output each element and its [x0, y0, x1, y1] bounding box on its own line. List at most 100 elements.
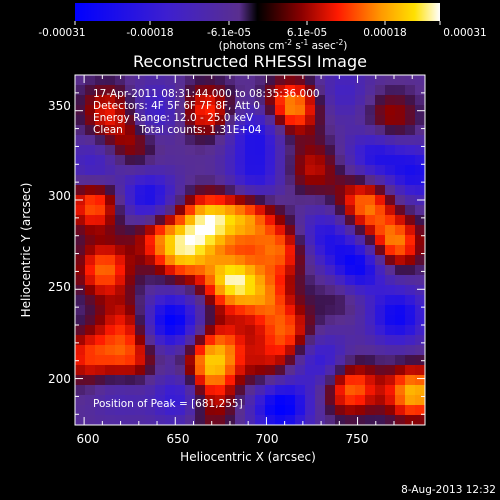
- heatmap-cell: [235, 255, 246, 266]
- heatmap-cell: [185, 375, 196, 386]
- heatmap-cell: [125, 275, 136, 286]
- heatmap-cell: [385, 325, 396, 336]
- heatmap-cell: [325, 105, 336, 116]
- heatmap-cell: [295, 305, 306, 316]
- heatmap-cell: [285, 125, 296, 136]
- heatmap-cell: [275, 195, 286, 206]
- chart-title: Reconstructed RHESSI Image: [133, 52, 367, 71]
- heatmap-cell: [315, 85, 326, 96]
- heatmap-cell: [215, 205, 226, 216]
- colorbar-tick-label-3: 6.1e-05: [286, 27, 328, 39]
- heatmap-cell: [175, 325, 186, 336]
- heatmap-cell: [405, 225, 416, 236]
- heatmap-cell: [195, 235, 206, 246]
- heatmap-cell: [375, 325, 386, 336]
- heatmap-cell: [335, 225, 346, 236]
- heatmap-cell: [105, 145, 116, 156]
- heatmap-cell: [225, 295, 236, 306]
- heatmap-cell: [345, 105, 356, 116]
- heatmap-cell: [215, 145, 226, 156]
- heatmap-cell: [155, 365, 166, 376]
- heatmap-cell: [155, 395, 166, 406]
- heatmap-cell: [215, 335, 226, 346]
- heatmap-cell: [335, 355, 346, 366]
- heatmap-cell: [375, 355, 386, 366]
- heatmap-cell: [345, 235, 356, 246]
- heatmap-cell: [115, 365, 126, 376]
- heatmap-cell: [395, 405, 406, 416]
- heatmap-cell: [75, 375, 86, 386]
- heatmap-cell: [75, 385, 86, 396]
- heatmap-cell: [275, 85, 286, 96]
- heatmap-cell: [415, 365, 425, 376]
- heatmap-cell: [375, 115, 386, 126]
- heatmap-cell: [265, 75, 276, 86]
- heatmap-cell: [225, 145, 236, 156]
- heatmap-cell: [205, 275, 216, 286]
- heatmap-cell: [375, 415, 386, 425]
- heatmap-cell: [155, 295, 166, 306]
- heatmap-cell: [75, 175, 86, 186]
- heatmap-cell: [205, 415, 216, 425]
- heatmap-cell: [335, 215, 346, 226]
- heatmap-cell: [385, 295, 396, 306]
- heatmap-cell: [335, 315, 346, 326]
- heatmap-cell: [155, 385, 166, 396]
- heatmap-cell: [265, 375, 276, 386]
- heatmap-cell: [365, 405, 376, 416]
- heatmap-cell: [335, 305, 346, 316]
- heatmap-cell: [215, 265, 226, 276]
- heatmap-cell: [105, 85, 116, 96]
- heatmap-cell: [285, 285, 296, 296]
- heatmap-cell: [205, 215, 216, 226]
- heatmap-cell: [285, 335, 296, 346]
- heatmap-cell: [95, 255, 106, 266]
- heatmap-cell: [355, 235, 366, 246]
- heatmap-cell: [295, 85, 306, 96]
- heatmap-cell: [285, 145, 296, 156]
- heatmap-cell: [235, 305, 246, 316]
- heatmap-cell: [375, 215, 386, 226]
- heatmap-cell: [405, 345, 416, 356]
- heatmap-cell: [295, 195, 306, 206]
- heatmap-cell: [375, 165, 386, 176]
- heatmap-cell: [145, 225, 156, 236]
- heatmap-cell: [365, 315, 376, 326]
- heatmap-cell: [105, 135, 116, 146]
- heatmap-cell: [135, 155, 146, 166]
- heatmap-cell: [345, 305, 356, 316]
- heatmap-cell: [105, 185, 116, 196]
- heatmap-cell: [395, 85, 406, 96]
- heatmap-cell: [305, 255, 316, 266]
- heatmap-cell: [405, 325, 416, 336]
- heatmap-cell: [335, 325, 346, 336]
- heatmap-cell: [195, 175, 206, 186]
- heatmap-cell: [85, 245, 96, 256]
- heatmap-cell: [245, 415, 256, 425]
- heatmap-cell: [255, 185, 266, 196]
- heatmap-cell: [105, 225, 116, 236]
- heatmap-cell: [395, 105, 406, 116]
- heatmap-cell: [105, 105, 116, 116]
- heatmap-cell: [95, 245, 106, 256]
- heatmap-cell: [375, 145, 386, 156]
- heatmap-cell: [385, 105, 396, 116]
- heatmap-cell: [275, 375, 286, 386]
- heatmap-cell: [415, 395, 425, 406]
- heatmap-cell: [175, 265, 186, 276]
- heatmap-cell: [385, 125, 396, 136]
- heatmap-cell: [295, 325, 306, 336]
- heatmap-cell: [165, 175, 176, 186]
- heatmap-cell: [395, 345, 406, 356]
- heatmap-cell: [195, 295, 206, 306]
- heatmap-cell: [165, 385, 176, 396]
- heatmap-cell: [225, 265, 236, 276]
- heatmap-cell: [255, 345, 266, 356]
- heatmap-cell: [415, 85, 425, 96]
- heatmap-cell: [405, 375, 416, 386]
- heatmap-cell: [95, 355, 106, 366]
- heatmap-cell: [295, 285, 306, 296]
- heatmap-cell: [185, 85, 196, 96]
- heatmap-cell: [185, 285, 196, 296]
- heatmap-cell: [295, 265, 306, 276]
